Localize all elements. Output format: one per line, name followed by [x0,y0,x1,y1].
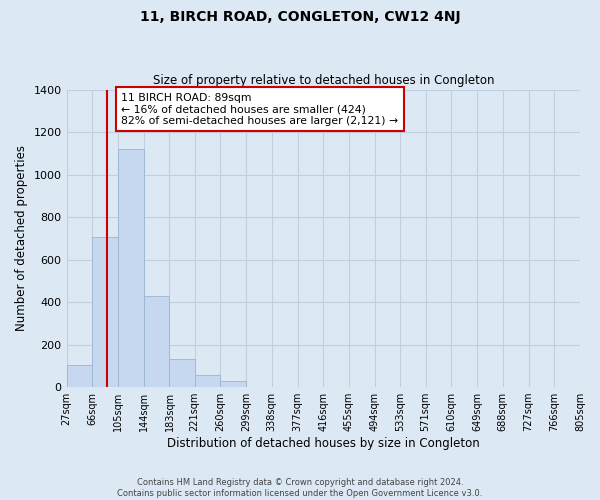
Bar [118,149,144,387]
Text: 11, BIRCH ROAD, CONGLETON, CW12 4NJ: 11, BIRCH ROAD, CONGLETON, CW12 4NJ [140,10,460,24]
Bar [67,365,92,387]
Bar [220,380,246,387]
Y-axis label: Number of detached properties: Number of detached properties [15,146,28,332]
Title: Size of property relative to detached houses in Congleton: Size of property relative to detached ho… [152,74,494,87]
Bar [92,238,118,387]
Bar [194,376,220,387]
Text: 11 BIRCH ROAD: 89sqm
← 16% of detached houses are smaller (424)
82% of semi-deta: 11 BIRCH ROAD: 89sqm ← 16% of detached h… [121,92,398,126]
Bar [169,360,194,387]
X-axis label: Distribution of detached houses by size in Congleton: Distribution of detached houses by size … [167,437,479,450]
Text: Contains HM Land Registry data © Crown copyright and database right 2024.
Contai: Contains HM Land Registry data © Crown c… [118,478,482,498]
Bar [144,296,169,387]
